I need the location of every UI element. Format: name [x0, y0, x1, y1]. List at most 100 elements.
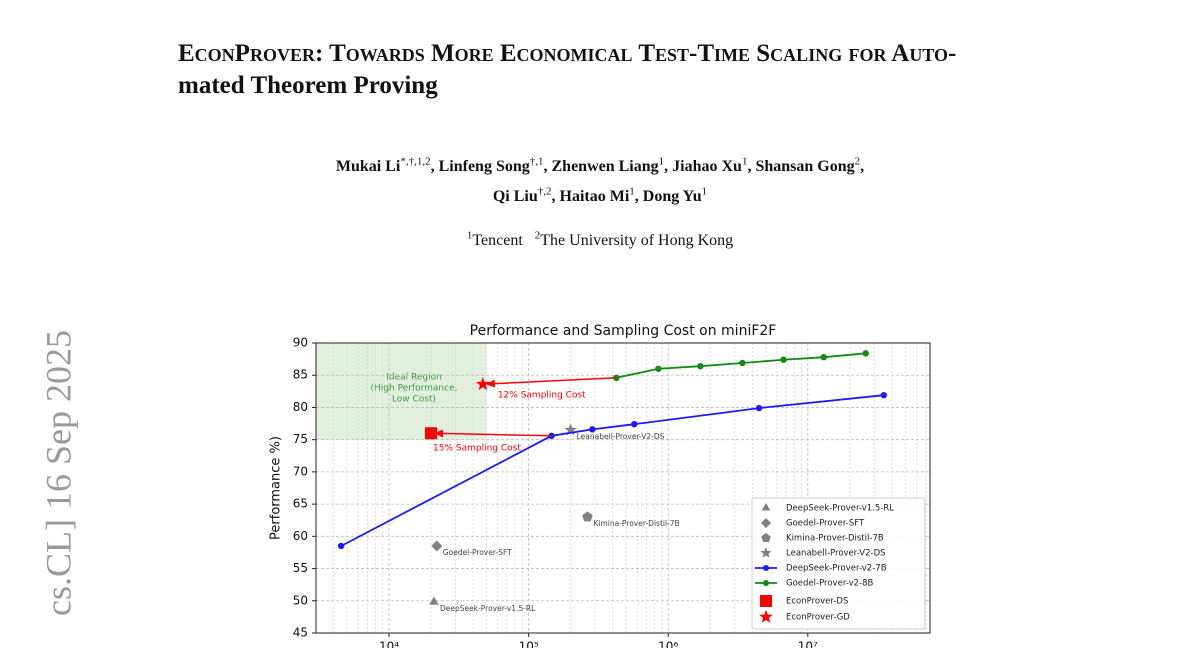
data-point: [564, 423, 577, 436]
y-tick-label: 45: [293, 626, 308, 640]
chart-title: Performance and Sampling Cost on miniF2F: [470, 323, 777, 339]
author-mark: 2: [854, 156, 861, 168]
author-mark: 1: [629, 186, 635, 198]
author-sep: ,: [543, 158, 548, 176]
author-name: Linfeng Song: [438, 158, 530, 176]
author: Haitao Mi1,: [559, 186, 643, 206]
arrow-label: 12% Sampling Cost: [498, 391, 586, 401]
y-tick-label: 65: [293, 497, 308, 511]
data-point: [582, 511, 593, 522]
data-point: [820, 353, 827, 361]
paper-title: EconProver: Towards More Economical Test…: [178, 40, 957, 67]
y-tick-label: 50: [293, 593, 308, 607]
y-tick-label: 60: [293, 529, 308, 543]
legend-label: Goedel-Prover-v2-8B: [786, 579, 874, 589]
author-sep: ,: [634, 188, 639, 206]
legend-label: DeepSeek-Prover-v2-7B: [786, 564, 887, 574]
y-tick-label: 85: [293, 368, 308, 382]
legend-marker: [759, 609, 773, 623]
paper-title: mated Theorem Proving: [178, 72, 438, 99]
author: Jiahao Xu1,: [672, 156, 755, 176]
y-tick-label: 55: [293, 561, 308, 575]
affiliation-name: The University of Hong Kong: [540, 232, 734, 250]
author-sep: ,: [551, 188, 556, 206]
x-tick-label: 10⁴: [379, 640, 399, 648]
affiliation-name: Tencent: [472, 232, 523, 250]
x-tick-label: 10⁵: [519, 640, 539, 648]
point-label: Leanabell-Prover-V2-DS: [577, 432, 665, 441]
legend-dot: [763, 580, 769, 586]
y-tick-label: 75: [293, 432, 308, 446]
legend-marker: [761, 518, 771, 528]
paper-header: EconProver: Towards More Economical Test…: [0, 0, 1200, 300]
affiliation-mark: 2: [534, 230, 541, 242]
region-label: Ideal Region: [386, 373, 442, 383]
author: Linfeng Song†,1,: [438, 156, 552, 176]
data-point: [862, 350, 869, 357]
author-name: Haitao Mi: [559, 188, 630, 206]
point-label: Kimina-Prover-Distil-7B: [593, 519, 679, 528]
author-name: Mukai Li: [335, 158, 401, 176]
legend-marker: [760, 547, 772, 558]
x-tick-label: 10⁷: [798, 640, 818, 648]
y-axis-label: Performance %): [269, 436, 284, 540]
data-point: [589, 426, 596, 433]
affiliation: 2The University of Hong Kong: [534, 230, 734, 250]
plot-frame: [315, 342, 931, 634]
author-mark: †,1: [529, 156, 544, 168]
legend-label: DeepSeek-Prover-v1.5-RL: [786, 504, 894, 514]
affiliations: 1Tencent 2The University of Hong Kong: [0, 230, 1200, 250]
ideal-region: [316, 343, 487, 440]
legend-label: EconProver-GD: [786, 613, 850, 623]
author-mark: *,†,1,2: [400, 156, 431, 168]
author-mark: †,2: [537, 186, 552, 198]
legend-dot: [763, 565, 769, 571]
affiliation-mark: 1: [466, 230, 473, 242]
author: Shansan Gong2,: [755, 156, 865, 176]
author: Zhenwen Liang1,: [551, 156, 673, 176]
legend-label: Kimina-Prover-Distil-7B: [786, 534, 884, 544]
author-sep: ,: [747, 158, 752, 176]
series-line: [340, 394, 884, 547]
data-point: [655, 365, 662, 372]
author: Dong Yu1: [642, 186, 708, 206]
author-name: Zhenwen Liang: [551, 158, 659, 176]
author-mark: 1: [701, 186, 708, 198]
data-point: [755, 404, 763, 412]
point-label: DeepSeek-Prover-v1.5-RL: [440, 604, 536, 613]
author-name: Shansan Gong: [755, 158, 855, 176]
author: Qi Liu†,2,: [492, 186, 560, 206]
legend-marker: [760, 595, 772, 607]
data-point: [739, 359, 746, 367]
data-point: [431, 540, 443, 552]
legend-label: Leanabell-Prover-V2-DS: [786, 549, 886, 559]
arrow-head: [434, 429, 444, 438]
data-point: [780, 356, 787, 363]
author: Mukai Li*,†,1,2,: [335, 156, 439, 176]
data-point: [631, 421, 638, 428]
data-point: [425, 427, 438, 440]
author-line: Qi Liu†,2, Haitao Mi1, Dong Yu1: [0, 186, 1200, 206]
legend-box: [751, 497, 926, 630]
author-name: Dong Yu: [642, 188, 702, 206]
author-sep: ,: [430, 158, 435, 176]
author-mark: 1: [658, 156, 665, 168]
region-label: Low Cost): [392, 395, 436, 405]
x-tick-label: 10⁶: [658, 640, 678, 648]
author-sep: ,: [860, 158, 865, 176]
legend-label: Goedel-Prover-SFT: [786, 519, 865, 529]
affiliation: 1Tencent: [466, 230, 523, 250]
legend-marker: [761, 533, 771, 542]
region-label: (High Performance,: [371, 384, 458, 394]
author-name: Jiahao Xu: [672, 158, 742, 176]
data-point: [880, 392, 887, 399]
data-point: [476, 377, 490, 391]
arxiv-stamp: cs.CL] 16 Sep 2025: [38, 330, 78, 616]
author-name: Qi Liu: [492, 188, 538, 206]
y-tick-label: 70: [293, 464, 308, 478]
arrow: [440, 432, 552, 437]
arrow-head: [485, 379, 496, 388]
point-label: Goedel-Prover-SFT: [443, 548, 512, 557]
